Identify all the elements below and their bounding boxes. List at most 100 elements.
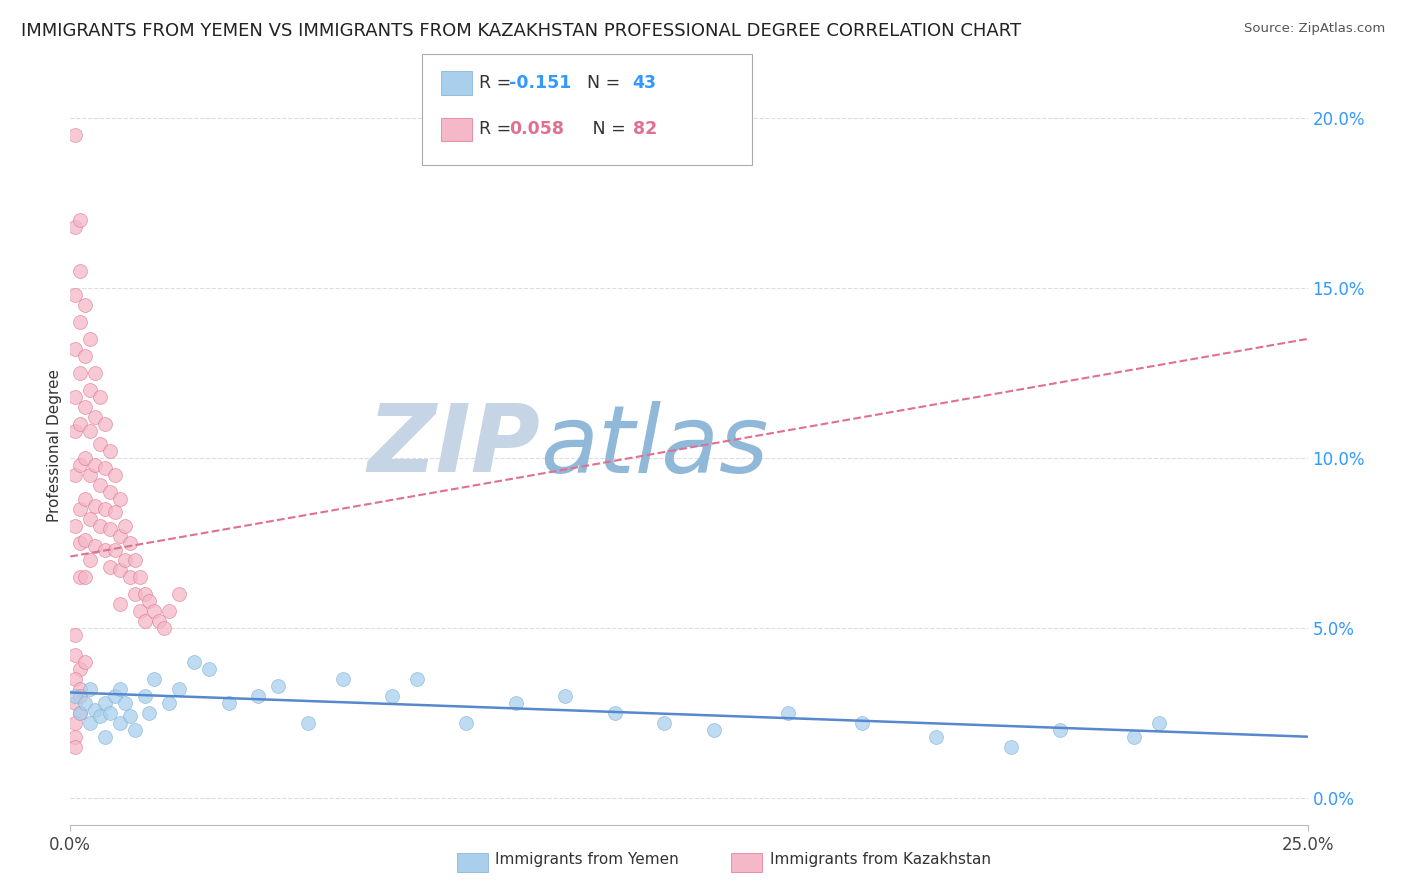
Point	[183, 655, 205, 669]
Point	[104, 542, 127, 557]
Point	[69, 706, 91, 720]
Point	[65, 467, 87, 482]
Point	[79, 716, 101, 731]
Point	[79, 332, 101, 346]
Point	[776, 706, 799, 720]
Point	[65, 648, 87, 662]
Point	[124, 723, 146, 737]
Point	[143, 672, 166, 686]
Point	[89, 478, 111, 492]
Point	[198, 662, 221, 676]
Point	[84, 410, 107, 425]
Point	[1049, 723, 1071, 737]
Point	[69, 315, 91, 329]
Point	[69, 536, 91, 550]
Point	[148, 614, 170, 628]
Text: ZIP: ZIP	[367, 400, 540, 492]
Point	[118, 709, 141, 723]
Point	[124, 553, 146, 567]
Point	[65, 128, 87, 142]
Point	[143, 604, 166, 618]
Point	[89, 437, 111, 451]
Point	[108, 682, 131, 697]
Point	[75, 570, 97, 584]
Point	[703, 723, 725, 737]
Text: 0.058: 0.058	[509, 120, 564, 138]
Point	[75, 491, 97, 506]
Text: R =: R =	[479, 120, 517, 138]
Point	[153, 621, 176, 635]
Text: Immigrants from Yemen: Immigrants from Yemen	[495, 852, 679, 867]
Point	[167, 587, 190, 601]
Text: N =: N =	[576, 74, 626, 92]
Point	[89, 390, 111, 404]
Point	[79, 512, 101, 526]
Text: 82: 82	[633, 120, 657, 138]
Point	[89, 519, 111, 533]
Point	[65, 390, 87, 404]
Point	[1123, 730, 1146, 744]
Point	[1147, 716, 1170, 731]
Point	[98, 444, 121, 458]
Point	[69, 706, 91, 720]
Point	[69, 264, 91, 278]
Point	[332, 672, 354, 686]
Point	[89, 709, 111, 723]
Point	[603, 706, 626, 720]
Point	[108, 529, 131, 543]
Point	[79, 553, 101, 567]
Point	[157, 696, 180, 710]
Point	[114, 553, 136, 567]
Text: -0.151: -0.151	[509, 74, 571, 92]
Text: N =: N =	[576, 120, 631, 138]
Point	[69, 502, 91, 516]
Point	[98, 559, 121, 574]
Point	[297, 716, 319, 731]
Point	[69, 213, 91, 227]
Point	[925, 730, 948, 744]
Point	[128, 570, 150, 584]
Point	[134, 614, 156, 628]
Point	[247, 689, 270, 703]
Point	[167, 682, 190, 697]
Point	[75, 655, 97, 669]
Point	[138, 706, 160, 720]
Point	[65, 628, 87, 642]
Point	[65, 672, 87, 686]
Point	[69, 682, 91, 697]
Point	[65, 730, 87, 744]
Point	[114, 696, 136, 710]
Point	[94, 502, 117, 516]
Point	[79, 682, 101, 697]
Point	[65, 287, 87, 301]
Point	[134, 587, 156, 601]
Point	[118, 570, 141, 584]
Point	[98, 706, 121, 720]
Point	[65, 739, 87, 754]
Point	[69, 458, 91, 472]
Point	[138, 593, 160, 607]
Point	[65, 519, 87, 533]
Point	[652, 716, 675, 731]
Point	[218, 696, 240, 710]
Point	[134, 689, 156, 703]
Point	[94, 696, 117, 710]
Point	[405, 672, 427, 686]
Point	[84, 499, 107, 513]
Text: IMMIGRANTS FROM YEMEN VS IMMIGRANTS FROM KAZAKHSTAN PROFESSIONAL DEGREE CORRELAT: IMMIGRANTS FROM YEMEN VS IMMIGRANTS FROM…	[21, 22, 1021, 40]
Point	[65, 424, 87, 438]
Point	[65, 689, 87, 703]
Point	[69, 570, 91, 584]
Point	[554, 689, 576, 703]
Point	[75, 298, 97, 312]
Point	[94, 542, 117, 557]
Point	[108, 563, 131, 577]
Point	[1000, 739, 1022, 754]
Y-axis label: Professional Degree: Professional Degree	[46, 369, 62, 523]
Point	[84, 366, 107, 380]
Text: Immigrants from Kazakhstan: Immigrants from Kazakhstan	[770, 852, 991, 867]
Point	[381, 689, 404, 703]
Point	[104, 505, 127, 519]
Point	[108, 716, 131, 731]
Point	[84, 702, 107, 716]
